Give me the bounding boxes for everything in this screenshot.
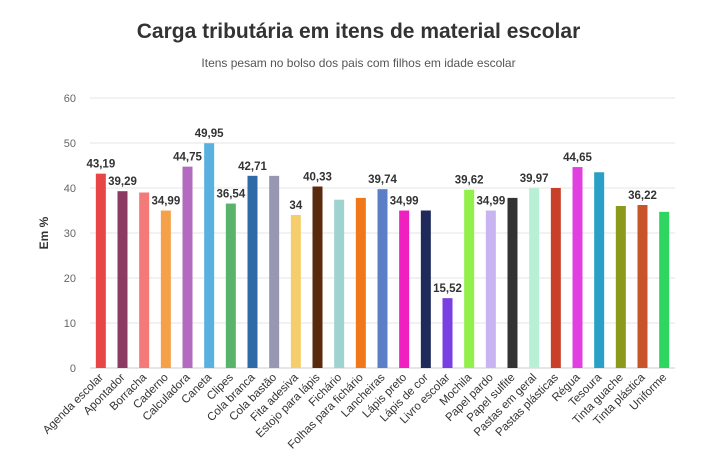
x-axis-labels: Agenda escolarApontadorBorrachaCadernoCa… — [41, 371, 669, 451]
bar — [529, 188, 540, 368]
data-label: 44,75 — [173, 152, 202, 164]
data-label: 43,19 — [86, 159, 115, 171]
bar — [139, 192, 150, 368]
y-tick-label: 10 — [64, 318, 76, 330]
bar — [334, 199, 345, 368]
data-label: 36,54 — [216, 189, 245, 201]
data-label: 44,65 — [563, 152, 592, 164]
data-label: 34 — [289, 200, 302, 212]
y-tick-label: 30 — [64, 228, 76, 240]
data-label: 34,99 — [476, 196, 505, 208]
bar — [399, 210, 410, 368]
data-label: 39,97 — [520, 173, 549, 185]
bar — [117, 191, 128, 368]
data-label: 42,71 — [238, 161, 267, 173]
bar — [269, 175, 280, 368]
data-label: 49,95 — [195, 128, 224, 140]
data-labels: 43,19 39,29 34,99 44,75 49,95 36,54 42,71 34 40,… — [86, 128, 656, 295]
bar — [182, 166, 193, 368]
bars — [95, 143, 670, 368]
bar — [312, 186, 323, 368]
data-label: 15,52 — [433, 283, 462, 295]
y-tick-label: 40 — [64, 183, 76, 195]
bar — [507, 197, 518, 368]
y-tick-label: 20 — [64, 273, 76, 285]
bar — [377, 189, 388, 368]
bar — [442, 298, 453, 368]
data-label: 39,62 — [455, 175, 484, 187]
bar — [420, 210, 431, 368]
bar — [615, 206, 626, 368]
y-tick-label: 0 — [70, 363, 76, 375]
bar — [355, 197, 366, 368]
data-label: 36,22 — [628, 190, 657, 202]
data-label: 34,99 — [151, 196, 180, 208]
bar — [290, 215, 301, 368]
y-axis-ticks: 0 10 20 30 40 50 60 — [64, 93, 76, 375]
y-axis-label: Em % — [37, 216, 51, 249]
y-tick-label: 60 — [64, 93, 76, 105]
bar — [95, 173, 106, 368]
bar — [659, 211, 670, 368]
chart-title: Carga tributária em itens de material es… — [136, 20, 581, 43]
bar — [247, 175, 258, 368]
bar — [204, 143, 215, 368]
data-label: 40,33 — [303, 172, 332, 184]
data-label: 34,99 — [390, 196, 419, 208]
data-label: 39,74 — [368, 174, 397, 186]
bar — [550, 188, 561, 368]
y-tick-label: 50 — [64, 138, 76, 150]
bar — [225, 203, 236, 368]
bar — [594, 172, 605, 368]
chart-subtitle: Itens pesam no bolso dos pais com filhos… — [201, 56, 516, 70]
bar — [160, 210, 171, 368]
bar — [485, 210, 496, 368]
bar — [637, 205, 648, 368]
data-label: 39,29 — [108, 176, 137, 188]
bar — [572, 167, 583, 368]
bar — [464, 189, 475, 368]
